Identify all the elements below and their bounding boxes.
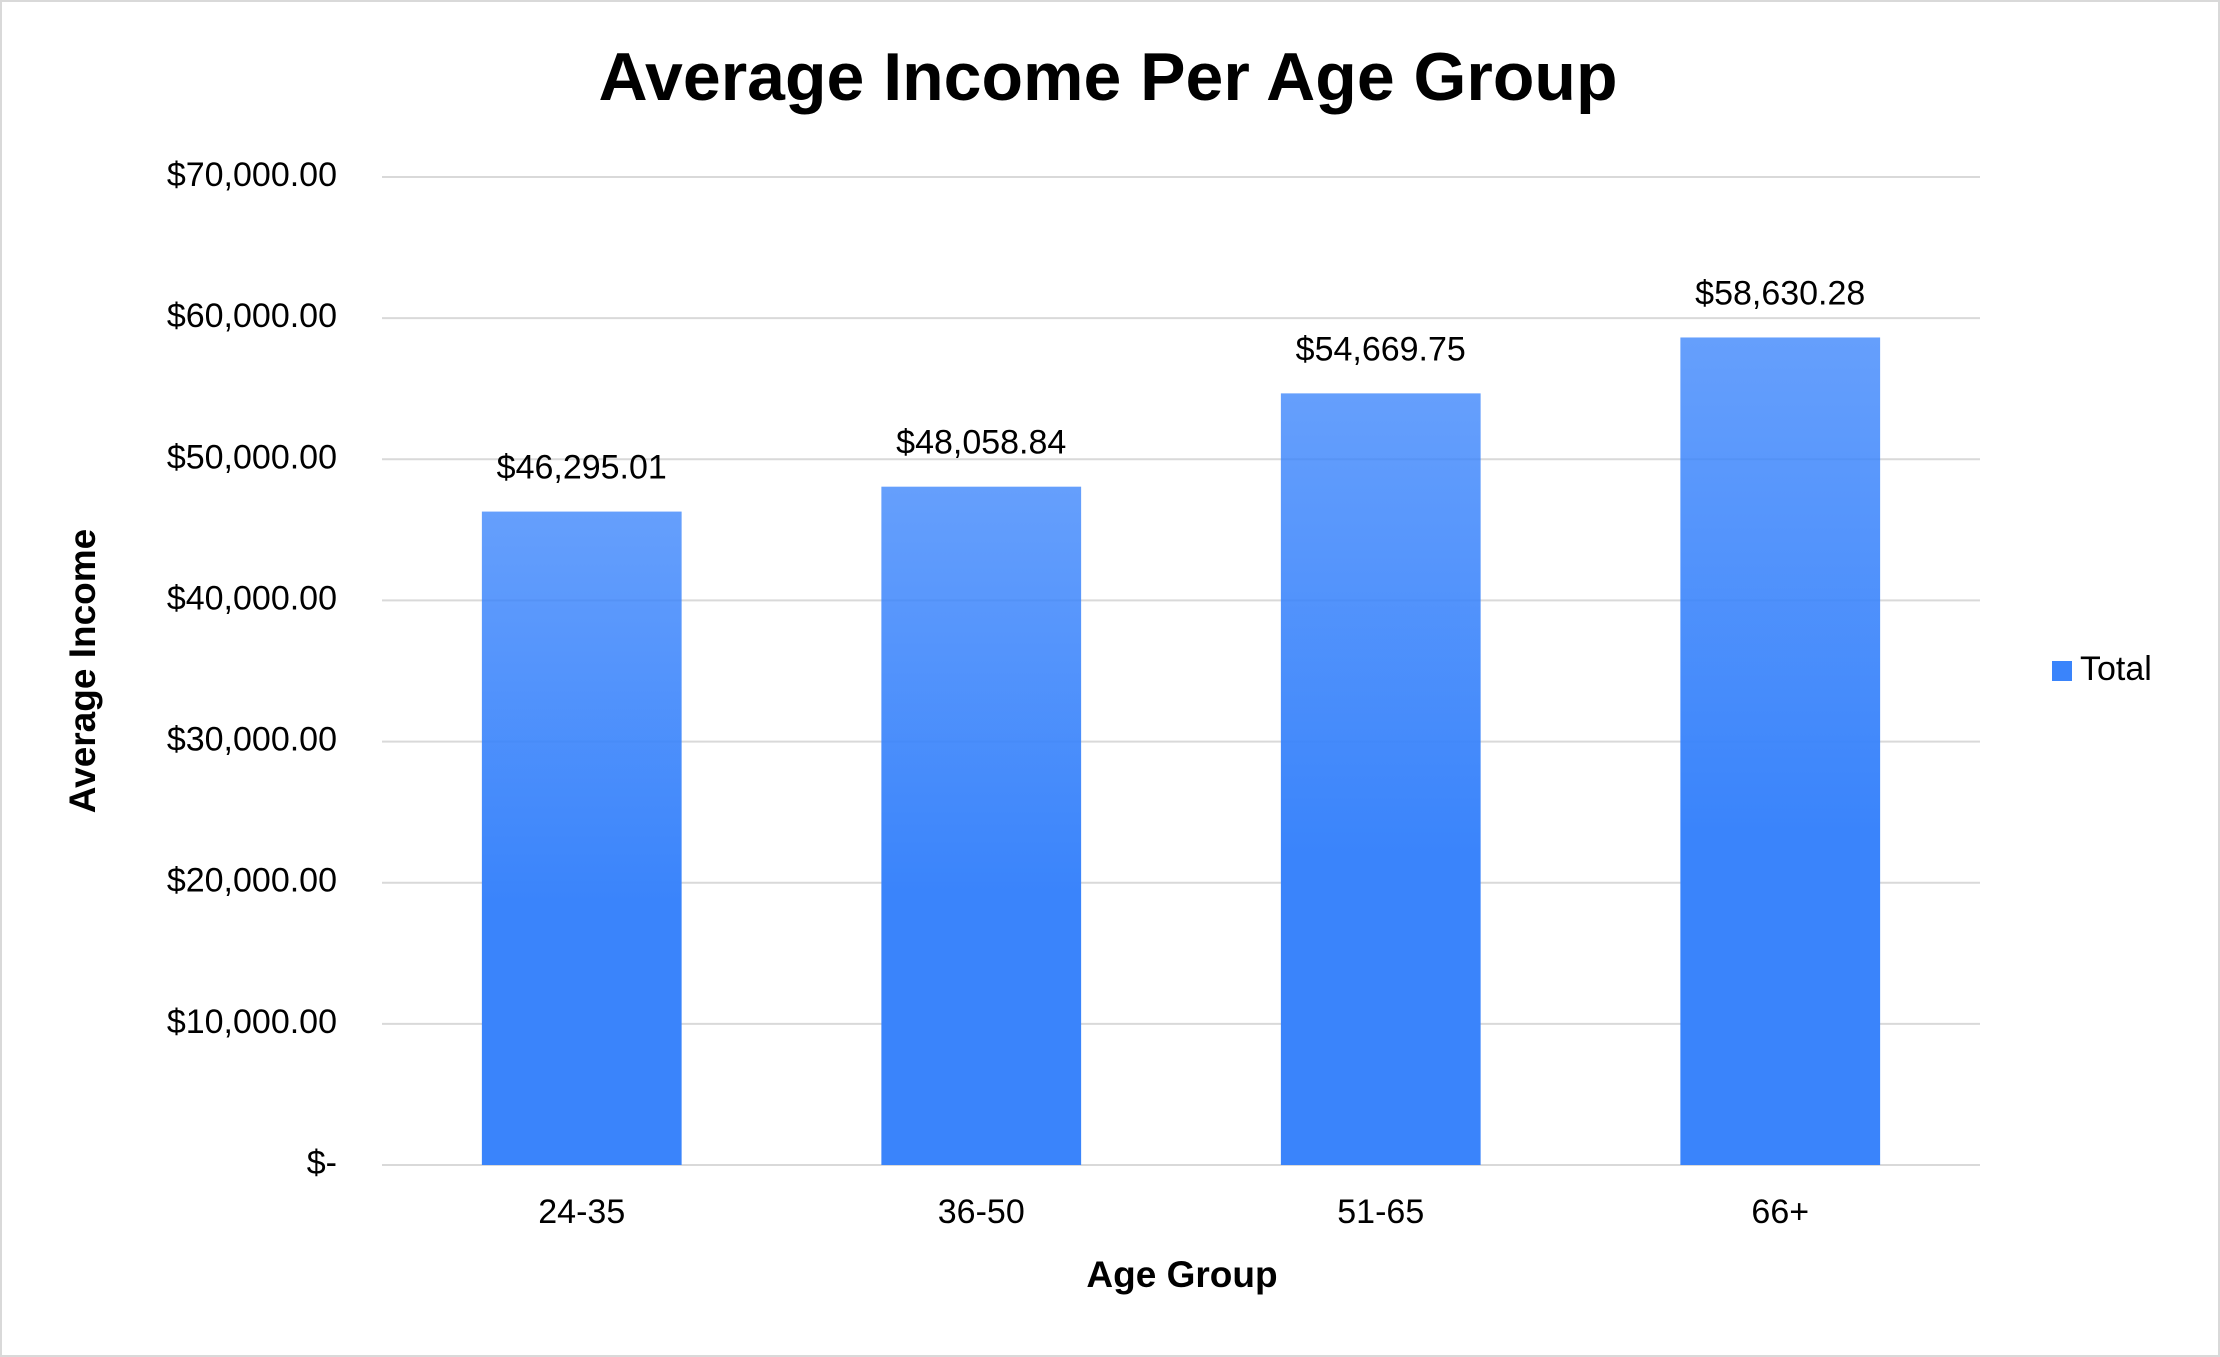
- x-tick-label: 24-35: [538, 1193, 625, 1231]
- y-tick-label: $30,000.00: [167, 721, 337, 759]
- data-label: $48,058.84: [896, 424, 1066, 462]
- y-tick-label: $60,000.00: [167, 297, 337, 335]
- y-tick-label: $20,000.00: [167, 862, 337, 900]
- data-label: $46,295.01: [497, 449, 667, 487]
- bar: [1680, 337, 1881, 1165]
- x-tick-label: 36-50: [938, 1193, 1025, 1231]
- x-tick-label: 66+: [1751, 1193, 1809, 1231]
- bar: [881, 486, 1082, 1165]
- y-tick-label: $50,000.00: [167, 438, 337, 476]
- data-label: $54,669.75: [1296, 330, 1466, 368]
- chart-title: Average Income Per Age Group: [598, 39, 1617, 115]
- legend-swatch: [2052, 661, 2072, 681]
- legend-label: Total: [2080, 650, 2152, 688]
- y-tick-label: $10,000.00: [167, 1003, 337, 1041]
- y-axis-title: Average Income: [62, 529, 103, 813]
- x-tick-label: 51-65: [1337, 1193, 1424, 1231]
- data-label: $58,630.28: [1695, 274, 1865, 312]
- y-tick-label: $-: [307, 1144, 337, 1182]
- x-axis-title: Age Group: [1086, 1254, 1277, 1295]
- bar: [1280, 393, 1481, 1166]
- y-tick-label: $40,000.00: [167, 579, 337, 617]
- y-tick-label: $70,000.00: [167, 156, 337, 194]
- bar: [481, 511, 682, 1166]
